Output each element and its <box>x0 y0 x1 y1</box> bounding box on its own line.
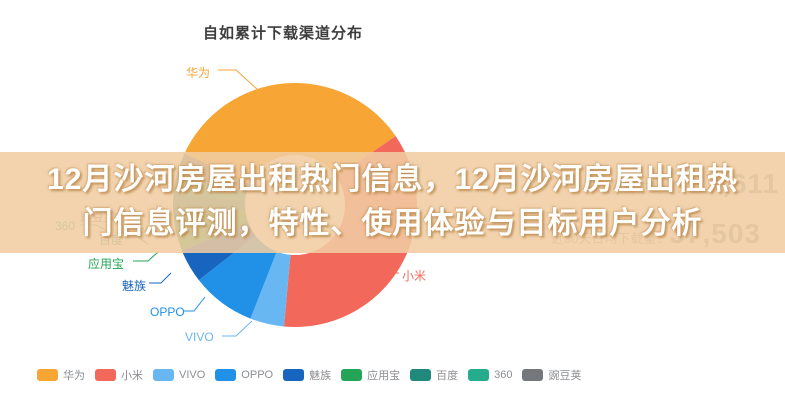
legend-item-label: 百度 <box>436 370 459 382</box>
chart-legend: 华为 小米 VIVO OPPO 魅族 应用宝 百度 360 豌豆荚 <box>37 367 581 383</box>
pie-leader-line-4 <box>149 272 172 284</box>
headline-line-1: 12月沙河房屋出租热门信息，12月沙河房屋出租热 <box>47 163 738 196</box>
pie-leader-line-3 <box>184 296 206 312</box>
legend-color-chip <box>522 369 544 381</box>
legend-item-8[interactable]: 豌豆荚 <box>522 367 581 383</box>
legend-item-label: 豌豆荚 <box>548 370 582 382</box>
legend-color-chip <box>341 369 363 381</box>
legend-color-chip <box>410 369 432 381</box>
pie-leader-line-1 <box>369 257 399 274</box>
pie-slice-2[interactable] <box>250 251 291 327</box>
legend-item-4[interactable]: 魅族 <box>283 367 331 383</box>
legend-item-label: 应用宝 <box>367 370 401 382</box>
chart-title: 自如累计下载渠道分布 <box>203 25 364 42</box>
pie-label-3: OPPO <box>150 305 185 319</box>
legend-item-6[interactable]: 百度 <box>410 367 458 383</box>
legend-item-0[interactable]: 华为 <box>37 367 85 383</box>
legend-item-5[interactable]: 应用宝 <box>341 367 400 383</box>
pie-label-5: 应用宝 <box>88 257 125 271</box>
legend-color-chip <box>468 369 490 381</box>
pie-leader-line-2 <box>222 320 253 337</box>
pie-leader-line-0 <box>218 69 259 91</box>
legend-color-chip <box>95 369 116 381</box>
legend-color-chip <box>153 369 174 381</box>
legend-item-2[interactable]: VIVO <box>153 369 205 381</box>
pie-label-1: 小米 <box>402 269 427 283</box>
pie-label-2: VIVO <box>185 330 214 344</box>
legend-item-label: 小米 <box>121 370 143 382</box>
legend-item-1[interactable]: 小米 <box>95 367 143 383</box>
legend-color-chip <box>283 369 305 381</box>
legend-color-chip <box>215 369 237 381</box>
legend-item-7[interactable]: 360 <box>468 369 512 381</box>
pie-leader-line-5 <box>133 251 159 262</box>
headline-text: 12月沙河房屋出租热门信息，12月沙河房屋出租热 门信息评测，特性、使用体验与目… <box>0 158 785 246</box>
pie-slice-3[interactable] <box>198 235 277 319</box>
legend-color-chip <box>37 369 58 381</box>
legend-item-3[interactable]: OPPO <box>215 369 273 381</box>
legend-item-label: OPPO <box>241 369 274 381</box>
legend-item-label: 魅族 <box>309 370 332 382</box>
legend-item-label: VIVO <box>179 369 206 381</box>
legend-item-label: 360 <box>494 369 513 381</box>
pie-label-0: 华为 <box>186 66 211 80</box>
legend-item-label: 华为 <box>63 370 85 382</box>
headline-banner <box>0 152 785 253</box>
headline-line-2: 门信息评测，特性、使用体验与目标用户分析 <box>82 207 703 240</box>
pie-label-4: 魅族 <box>122 279 147 293</box>
